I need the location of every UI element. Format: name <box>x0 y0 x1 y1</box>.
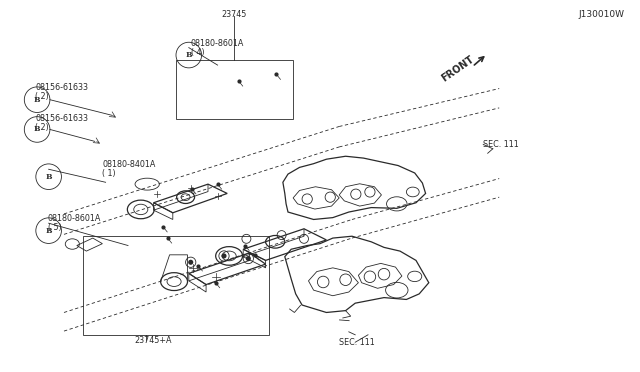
Text: ( 5): ( 5) <box>48 223 61 232</box>
Text: ( 4): ( 4) <box>191 48 204 57</box>
Text: 08156-61633: 08156-61633 <box>35 114 88 123</box>
Text: 08180-8601A: 08180-8601A <box>48 214 101 223</box>
Text: J130010W: J130010W <box>578 10 624 19</box>
Text: ( 2): ( 2) <box>35 92 49 101</box>
Text: SEC. 111: SEC. 111 <box>483 140 519 149</box>
Text: 23745+A: 23745+A <box>134 336 172 345</box>
Text: 23745: 23745 <box>221 10 246 19</box>
Circle shape <box>246 256 251 261</box>
Text: 08180-8601A: 08180-8601A <box>191 39 244 48</box>
Text: 08180-8401A: 08180-8401A <box>102 160 156 169</box>
Circle shape <box>188 260 193 265</box>
Text: FRONT: FRONT <box>439 54 476 84</box>
Text: B: B <box>34 96 40 104</box>
Text: 08156-61633: 08156-61633 <box>35 83 88 92</box>
Text: B: B <box>186 51 192 59</box>
Text: SEC. 111: SEC. 111 <box>339 338 375 347</box>
Circle shape <box>221 253 227 259</box>
Text: ( 1): ( 1) <box>102 169 116 178</box>
Text: ( 2): ( 2) <box>35 123 49 132</box>
Text: B: B <box>45 173 52 181</box>
Text: B: B <box>34 125 40 134</box>
Text: B: B <box>45 227 52 235</box>
